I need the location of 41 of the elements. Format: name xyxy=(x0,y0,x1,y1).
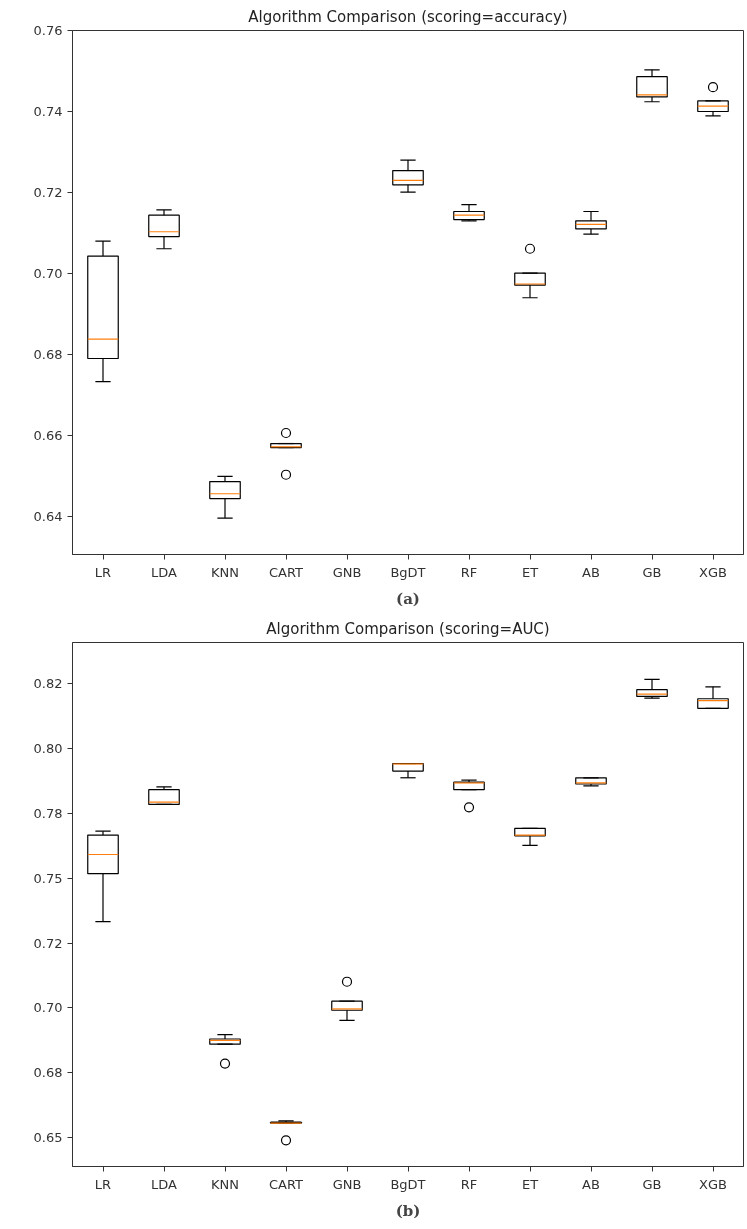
x-tick-label: LR xyxy=(94,1176,112,1192)
x-tick-label: XGB xyxy=(699,1176,727,1192)
x-tick-label: GNB xyxy=(332,564,362,580)
y-tick-label: 0.68 xyxy=(33,346,63,362)
y-tick-label: 0.68 xyxy=(33,1065,63,1081)
y-tick-label: 0.64 xyxy=(33,508,63,524)
x-tick-label: ET xyxy=(521,1176,539,1192)
x-tick-label: KNN xyxy=(211,564,239,580)
x-tick-label: AB xyxy=(582,564,600,580)
y-tick-label: 0.66 xyxy=(33,427,63,443)
x-tick-label: RF xyxy=(460,564,478,580)
x-tick-label: BgDT xyxy=(390,1176,426,1192)
x-tick-label: LDA xyxy=(151,564,178,580)
x-tick-label: BgDT xyxy=(390,564,426,580)
chart-title: Algorithm Comparison (scoring=accuracy) xyxy=(248,7,568,26)
x-tick-label: CART xyxy=(269,1176,304,1192)
x-tick-label: AB xyxy=(582,1176,600,1192)
x-tick-label: CART xyxy=(269,564,304,580)
x-tick-label: GB xyxy=(642,564,662,580)
y-tick-label: 0.75 xyxy=(33,870,63,886)
text: (a) xyxy=(396,589,420,608)
y-tick-label: 0.65 xyxy=(33,1129,63,1145)
x-tick-label: ET xyxy=(521,564,539,580)
y-tick-label: 0.74 xyxy=(33,103,63,119)
y-tick-label: 0.76 xyxy=(33,23,63,38)
chart-title: Algorithm Comparison (scoring=AUC) xyxy=(266,619,550,638)
x-tick-label: LR xyxy=(94,564,112,580)
y-tick-label: 0.72 xyxy=(33,935,63,951)
y-tick-label: 0.70 xyxy=(33,265,63,281)
y-tick-label: 0.70 xyxy=(33,1000,63,1016)
y-tick-label: 0.80 xyxy=(33,741,63,757)
text: (b) xyxy=(395,1201,421,1220)
x-tick-label: XGB xyxy=(699,564,727,580)
x-tick-label: GNB xyxy=(332,1176,362,1192)
y-tick-label: 0.78 xyxy=(33,806,63,822)
x-tick-label: RF xyxy=(460,1176,478,1192)
x-tick-label: LDA xyxy=(151,1176,178,1192)
y-tick-label: 0.72 xyxy=(33,184,63,200)
x-tick-label: GB xyxy=(642,1176,662,1192)
y-tick-label: 0.82 xyxy=(33,676,63,692)
x-tick-label: KNN xyxy=(211,1176,239,1192)
